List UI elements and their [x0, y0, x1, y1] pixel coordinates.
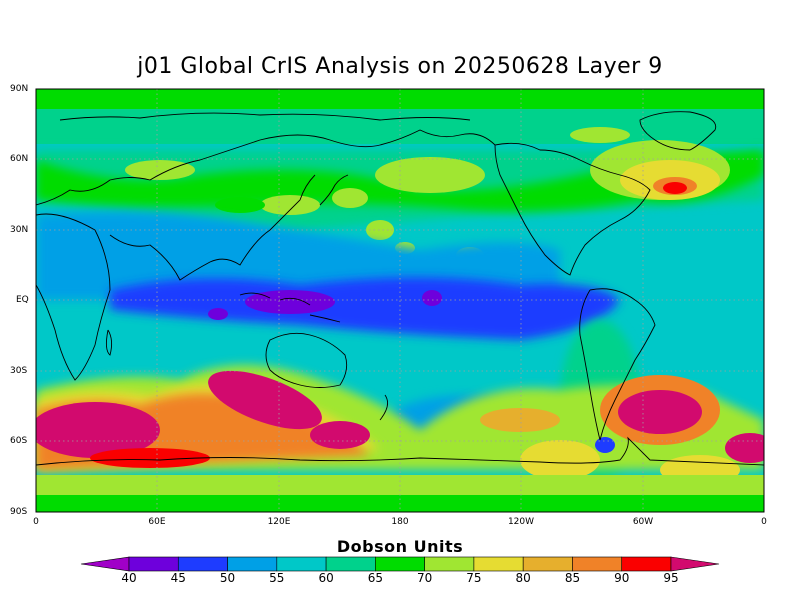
coastlines — [36, 111, 764, 466]
map-title: j01 Global CrIS Analysis on 20250628 Lay… — [137, 54, 663, 79]
lon-label-0-right: 0 — [761, 517, 767, 527]
lat-label-eq: EQ — [16, 295, 29, 305]
lon-label-60e: 60E — [148, 517, 166, 527]
lon-label-120e: 120E — [267, 517, 291, 527]
colorbar-tick-label: 80 — [515, 571, 531, 585]
colorbar-tick-label: 70 — [416, 571, 433, 585]
colorbar-tick-label: 60 — [318, 571, 334, 585]
colorbar-tick-label: 85 — [564, 571, 581, 585]
lat-label-60n: 60N — [10, 154, 29, 164]
colorbar-tick-label: 75 — [466, 571, 482, 585]
lat-label-90n: 90N — [10, 84, 29, 94]
colorbar-tick-label: 90 — [614, 571, 630, 585]
colorbar-tick-label: 95 — [663, 571, 679, 585]
map-frame — [35, 88, 765, 513]
colorbar-tick-label: 55 — [269, 571, 285, 585]
colorbar-tick-label: 50 — [219, 571, 236, 585]
lat-label-30s: 30S — [10, 366, 28, 376]
lon-label-0-left: 0 — [33, 517, 39, 527]
colorbar-title: Dobson Units — [336, 537, 464, 556]
lon-label-180: 180 — [391, 517, 409, 527]
lat-label-90s: 90S — [10, 507, 28, 517]
graticule — [36, 89, 764, 512]
lat-label-30n: 30N — [10, 225, 29, 235]
colorbar-tick-label: 45 — [170, 571, 186, 585]
lon-label-60w: 60W — [632, 517, 654, 527]
lat-label-60s: 60S — [10, 436, 28, 446]
colorbar-tick-label: 40 — [121, 571, 137, 585]
ozone-field — [36, 89, 764, 512]
colorbar-tick-label: 65 — [367, 571, 383, 585]
lon-label-120w: 120W — [507, 517, 535, 527]
